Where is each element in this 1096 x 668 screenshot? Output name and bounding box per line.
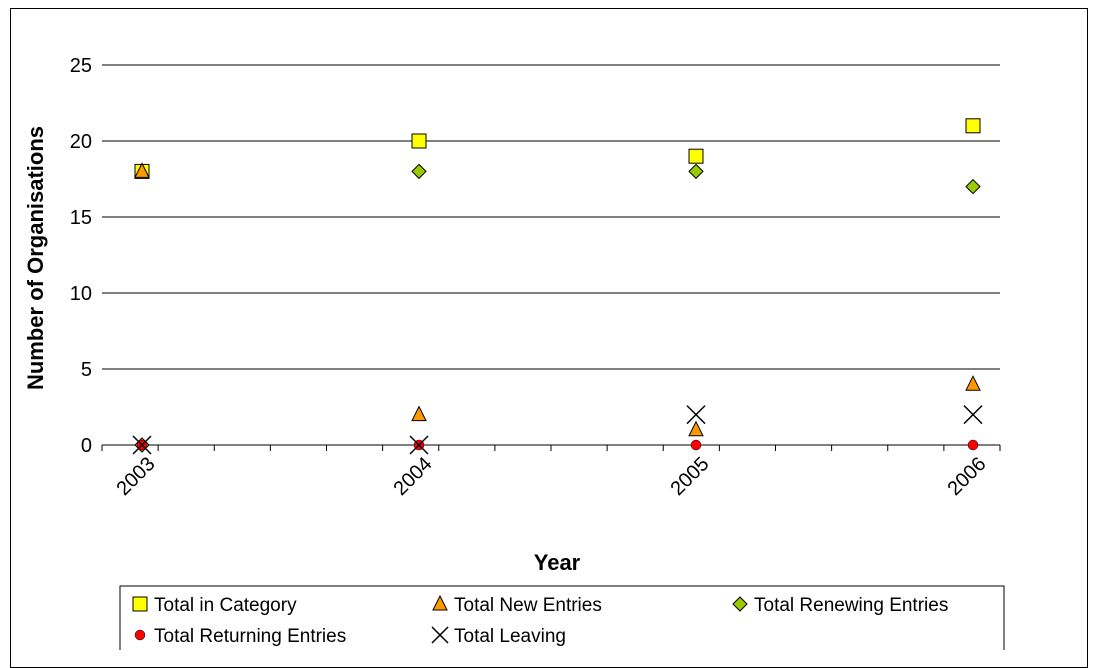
y-tick-label: 20 xyxy=(70,131,92,153)
y-tick-label: 0 xyxy=(81,435,92,457)
x-tick-label: 2006 xyxy=(944,453,991,500)
point-total-leaving xyxy=(132,435,152,455)
legend-box xyxy=(119,585,1005,650)
chart-frame xyxy=(10,8,1088,668)
legend: Total in Category Total New Entries Total … xyxy=(132,594,948,647)
legend-marker-total-in-category xyxy=(132,596,148,612)
point-total-new-entries xyxy=(965,375,981,391)
legend-marker-total-renewing-entries xyxy=(732,596,748,612)
legend-label-total-renewing-entries: Total Renewing Entries xyxy=(754,595,948,616)
point-total-new-entries xyxy=(411,405,427,422)
point-total-leaving xyxy=(963,405,983,425)
x-axis-title: Year xyxy=(534,550,581,575)
point-total-in-category xyxy=(965,118,981,134)
y-tick-label: 25 xyxy=(70,55,92,77)
point-total-in-category xyxy=(688,148,704,164)
legend-marker-total-leaving xyxy=(431,626,449,644)
point-total-renewing-entries xyxy=(411,163,427,180)
legend-label-total-returning-entries: Total Returning Entries xyxy=(154,626,346,647)
point-total-renewing-entries xyxy=(965,178,981,195)
point-total-returning-entries xyxy=(967,439,979,451)
point-total-in-category xyxy=(411,133,427,149)
y-tick-label: 10 xyxy=(70,283,92,305)
legend-label-total-leaving: Total Leaving xyxy=(454,626,566,647)
y-axis-title: Number of Organisations xyxy=(23,126,48,390)
legend-marker-total-returning-entries xyxy=(134,629,146,641)
legend-label-total-new-entries: Total New Entries xyxy=(454,595,602,616)
legend-marker-total-new-entries xyxy=(432,594,448,611)
point-total-new-entries xyxy=(134,162,150,178)
x-tick-label: 2003 xyxy=(113,453,160,500)
y-tick-label: 5 xyxy=(81,359,92,381)
x-tick-label: 2005 xyxy=(667,453,714,500)
y-tick-label: 15 xyxy=(70,207,92,229)
point-total-new-entries xyxy=(688,420,704,437)
legend-label-total-in-category: Total in Category xyxy=(154,595,297,616)
chart-svg: 0 5 10 15 20 25 2003 2004 2005 2006 Number of Org… xyxy=(23,55,1005,650)
point-total-returning-entries xyxy=(690,439,702,451)
point-total-leaving xyxy=(686,405,706,425)
point-total-leaving xyxy=(409,435,429,455)
plot-area: 0 5 10 15 20 25 2003 2004 2005 2006 xyxy=(70,55,1001,500)
point-total-renewing-entries xyxy=(688,163,704,180)
x-tick-label: 2004 xyxy=(390,453,437,500)
